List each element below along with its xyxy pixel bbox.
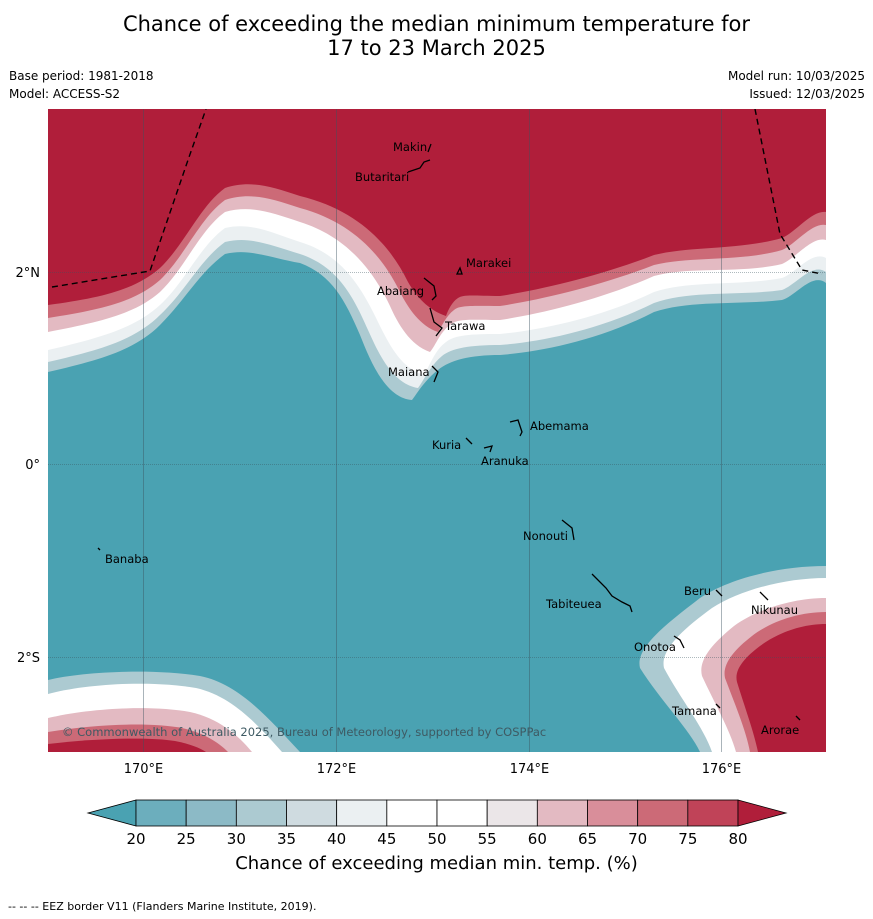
colorbar-tick-label: 45 [377,830,396,848]
island-label-abaiang: Abaiang [377,284,424,298]
colorbar-tick-label: 75 [678,830,697,848]
lat-label-0: 0° [25,458,40,473]
colorbar-tick-label: 70 [628,830,647,848]
colorbar-extend-high [737,799,788,827]
map-title-line2: 17 to 23 March 2025 [327,36,546,60]
colorbar-tick-label: 80 [728,830,747,848]
colorbar-swatch [587,799,639,827]
island-label-marakei: Marakei [466,256,511,270]
model-name: Model: ACCESS-S2 [9,87,121,101]
lat-label-2s: 2°S [17,651,40,666]
issued-date: Issued: 12/03/2025 [749,87,865,101]
colorbar-swatch [336,799,388,827]
island-label-tamana: Tamana [671,704,717,718]
colorbar-swatch [436,799,488,827]
lon-label-170e: 170°E [124,762,164,777]
island-label-banaba: Banaba [105,552,149,566]
colorbar-tick-label: 60 [528,830,547,848]
colorbar-swatch [286,799,338,827]
colorbar-tick-label: 65 [578,830,597,848]
graticule [48,109,826,752]
colorbar-swatch [235,799,287,827]
colorbar-tick-label: 35 [277,830,296,848]
colorbar-swatch [637,799,689,827]
lon-label-176e: 176°E [702,762,742,777]
colorbar-ticks: 20 25 30 35 40 45 50 55 60 65 70 75 80 [126,830,747,848]
island-label-nikunau: Nikunau [751,603,798,617]
colorbar-tick-label: 55 [478,830,497,848]
island-label-onotoa: Onotoa [634,640,676,654]
lon-label-174e: 174°E [510,762,550,777]
colorbar-tick-label: 50 [427,830,446,848]
eez-border [51,109,823,288]
island-label-arorae: Arorae [761,723,799,737]
lon-label-172e: 172°E [317,762,357,777]
colorbar-label: Chance of exceeding median min. temp. (%… [235,853,638,874]
island-label-makin: Makin [393,140,427,154]
base-period: Base period: 1981-2018 [9,69,154,83]
model-run: Model run: 10/03/2025 [727,69,865,83]
island-label-kuria: Kuria [432,438,461,452]
island-label-tarawa: Tarawa [444,319,485,333]
colorbar-swatch [687,799,739,827]
island-label-abemama: Abemama [530,419,589,433]
colorbar-tick-label: 20 [126,830,145,848]
island-label-tabiteuea: Tabiteuea [545,597,602,611]
colorbar-tick-label: 25 [177,830,196,848]
map-title-line1: Chance of exceeding the median minimum t… [122,12,751,36]
copyright-notice: © Commonwealth of Australia 2025, Bureau… [62,725,546,739]
island-label-butaritari: Butaritari [355,170,409,184]
colorbar [86,799,788,827]
colorbar-tick-label: 30 [227,830,246,848]
colorbar-extend-low [86,799,137,827]
island-label-maiana: Maiana [388,365,430,379]
colorbar-swatch [486,799,538,827]
island-label-beru: Beru [684,584,711,598]
island-outlines [97,143,801,721]
eez-footnote: -- -- -- EEZ border V11 (Flanders Marine… [8,900,317,913]
colorbar-tick-label: 40 [327,830,346,848]
colorbar-swatch [536,799,588,827]
lat-label-2n: 2°N [16,266,41,281]
island-label-nonouti: Nonouti [523,529,568,543]
island-label-aranuka: Aranuka [481,454,529,468]
colorbar-swatch [135,799,187,827]
colorbar-swatch [185,799,237,827]
colorbar-swatch [386,799,438,827]
